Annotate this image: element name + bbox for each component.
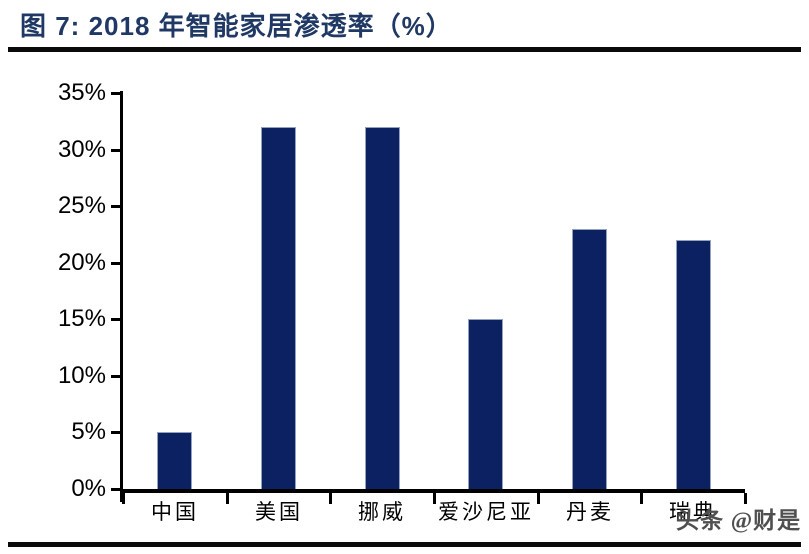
y-axis-tick — [111, 375, 120, 378]
x-axis-tick — [640, 493, 643, 504]
y-axis-tick — [111, 205, 120, 208]
bar-2 — [365, 127, 400, 489]
x-axis-label: 挪威 — [358, 500, 406, 524]
y-axis-tick — [111, 92, 120, 95]
y-axis-tick-label: 35% — [57, 79, 106, 106]
y-axis-tick — [111, 149, 120, 152]
x-axis-label: 美国 — [255, 500, 303, 524]
bar-0 — [157, 432, 192, 489]
figure-title: 图 7: 2018 年智能家居渗透率（%） — [20, 11, 453, 41]
y-axis-line — [120, 91, 123, 502]
y-axis-tick — [111, 431, 120, 434]
x-axis-line — [120, 489, 745, 493]
x-axis-label: 丹麦 — [566, 500, 614, 524]
y-axis-tick-label: 5% — [71, 418, 106, 445]
x-axis-tick — [537, 493, 540, 504]
bar-5 — [676, 240, 711, 489]
bar-3 — [468, 319, 503, 489]
y-axis-tick — [111, 488, 120, 491]
y-axis-tick — [111, 318, 120, 321]
y-axis-tick-label: 10% — [57, 362, 106, 389]
bar-4 — [572, 229, 607, 489]
x-axis-tick — [744, 493, 747, 504]
y-axis-tick-label: 30% — [57, 136, 106, 163]
x-axis-label: 爱沙尼亚 — [438, 500, 534, 524]
title-divider — [8, 47, 801, 52]
y-axis-tick-label: 15% — [57, 305, 106, 332]
y-axis-tick-label: 20% — [57, 249, 106, 276]
y-axis-tick-label: 0% — [71, 475, 106, 502]
bar-1 — [261, 127, 296, 489]
x-axis-label: 中国 — [151, 500, 199, 524]
x-axis-label: 瑞典 — [669, 500, 717, 524]
x-axis-tick — [122, 493, 125, 504]
x-axis-tick — [329, 493, 332, 504]
x-axis-tick — [433, 493, 436, 504]
bottom-divider — [8, 542, 801, 547]
y-axis-tick-label: 25% — [57, 192, 106, 219]
x-axis-tick — [226, 493, 229, 504]
watermark: 头条 @财是 — [676, 508, 802, 533]
y-axis-tick — [111, 262, 120, 265]
